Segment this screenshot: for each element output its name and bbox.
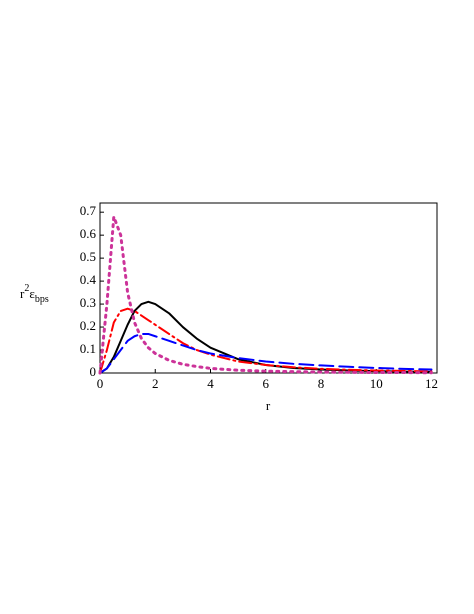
x-axis-label: r <box>266 398 271 413</box>
series-line <box>99 307 433 374</box>
y-label-part: ε <box>29 286 35 301</box>
x-tick-label: 12 <box>425 376 438 391</box>
series-line <box>99 332 433 374</box>
series-line <box>98 215 433 375</box>
x-tick-label: 6 <box>262 376 269 391</box>
y-tick-label: 0 <box>90 364 97 379</box>
y-tick-label: 0.7 <box>80 203 97 218</box>
x-tick-label: 2 <box>152 376 159 391</box>
y-tick-label: 0.4 <box>80 272 97 287</box>
y-tick-label: 0.1 <box>80 341 96 356</box>
y-label-part: bps <box>35 294 49 305</box>
y-tick-label: 0.5 <box>80 249 96 264</box>
plot-frame <box>99 202 438 374</box>
x-tick-label: 0 <box>97 376 104 391</box>
y-label-part: r <box>20 286 25 301</box>
x-tick-label: 10 <box>370 376 383 391</box>
y-axis-label: r2εbps <box>20 283 49 305</box>
y-tick-label: 0.6 <box>80 226 97 241</box>
y-label-part: 2 <box>24 283 29 294</box>
y-tick-label: 0.3 <box>80 295 96 310</box>
y-tick-label: 0.2 <box>80 318 96 333</box>
x-tick-label: 8 <box>318 376 325 391</box>
x-tick-label: 4 <box>207 376 214 391</box>
